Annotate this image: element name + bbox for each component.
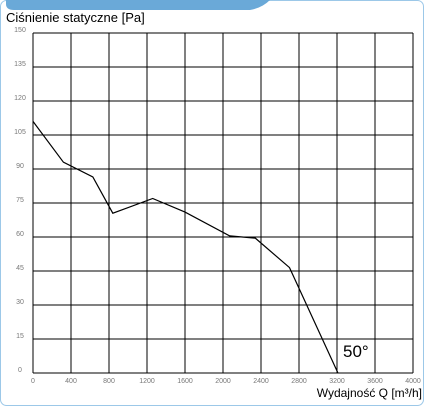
y-tick-label: 135 — [14, 61, 26, 68]
y-tick-label: 75 — [16, 197, 24, 204]
x-tick-label: 4000 — [405, 378, 421, 385]
x-tick-label: 800 — [103, 378, 115, 385]
x-tick-label: 400 — [65, 378, 77, 385]
x-tick-label: 1600 — [177, 378, 193, 385]
x-tick-label: 2000 — [215, 378, 231, 385]
x-tick-label: 0 — [31, 378, 35, 385]
x-tick-label: 2800 — [291, 378, 307, 385]
y-tick-label: 15 — [16, 333, 24, 340]
y-tick-label: 30 — [16, 299, 24, 306]
curve — [32, 121, 339, 374]
y-tick-label: 45 — [16, 265, 24, 272]
x-tick-label: 2400 — [253, 378, 269, 385]
annotation: 50° — [343, 342, 369, 361]
y-tick-label: 60 — [16, 231, 24, 238]
y-tick-label: 150 — [14, 27, 26, 34]
tab — [6, 0, 270, 10]
y-tick-label: 105 — [14, 129, 26, 136]
x-tick-label: 1200 — [139, 378, 155, 385]
x-tick-label: 3200 — [329, 378, 345, 385]
y-tick-label: 120 — [14, 95, 26, 102]
chart-title: Ciśnienie statyczne [Pa] — [6, 10, 145, 25]
x-tick-label: 3600 — [367, 378, 383, 385]
x-axis-label: Wydajność Q [m³/h] — [317, 386, 422, 400]
y-tick-label: 90 — [16, 163, 24, 170]
y-tick-label: 0 — [18, 367, 22, 374]
